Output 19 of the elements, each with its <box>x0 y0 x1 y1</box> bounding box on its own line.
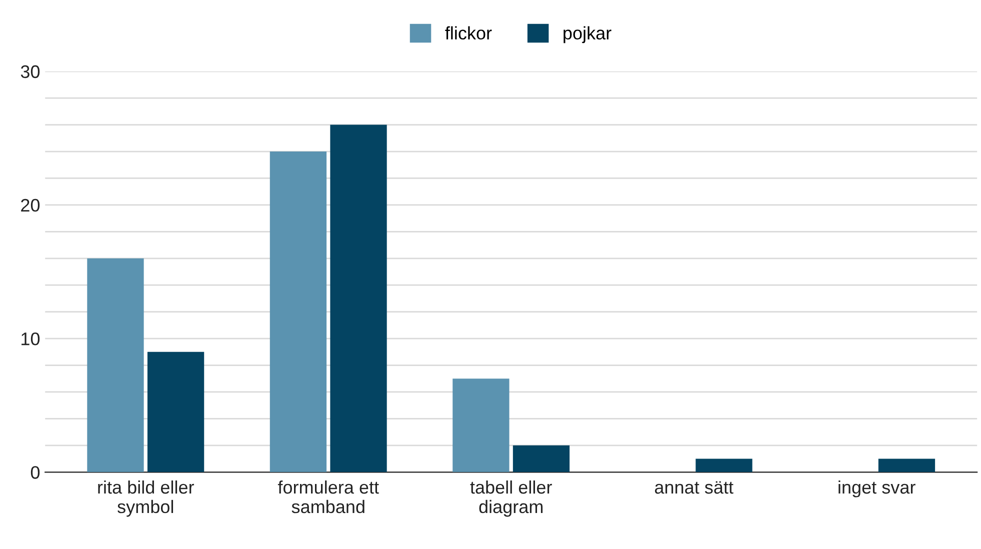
legend-label: pojkar <box>564 26 612 44</box>
bar <box>696 458 752 472</box>
x-tick-label: rita bild eller symbol <box>98 480 194 517</box>
y-tick-label: 10 <box>22 332 40 346</box>
legend-label: flickor <box>445 26 492 40</box>
bar <box>452 378 510 472</box>
bar <box>330 124 387 472</box>
y-tick-label: 20 <box>21 198 40 212</box>
x-tick-label: annat sätt <box>654 481 734 494</box>
y-tick-label: 0 <box>30 466 40 479</box>
y-tick-label: 30 <box>20 65 40 78</box>
x-tick-label: formulera ett samband <box>278 480 379 514</box>
bar <box>512 445 570 472</box>
bar <box>878 458 936 472</box>
x-tick-label: tabell eller diagram <box>470 480 552 517</box>
x-tick-label: inget svar <box>838 480 916 498</box>
bar <box>87 258 144 472</box>
bar <box>270 152 327 472</box>
bar <box>147 352 204 472</box>
